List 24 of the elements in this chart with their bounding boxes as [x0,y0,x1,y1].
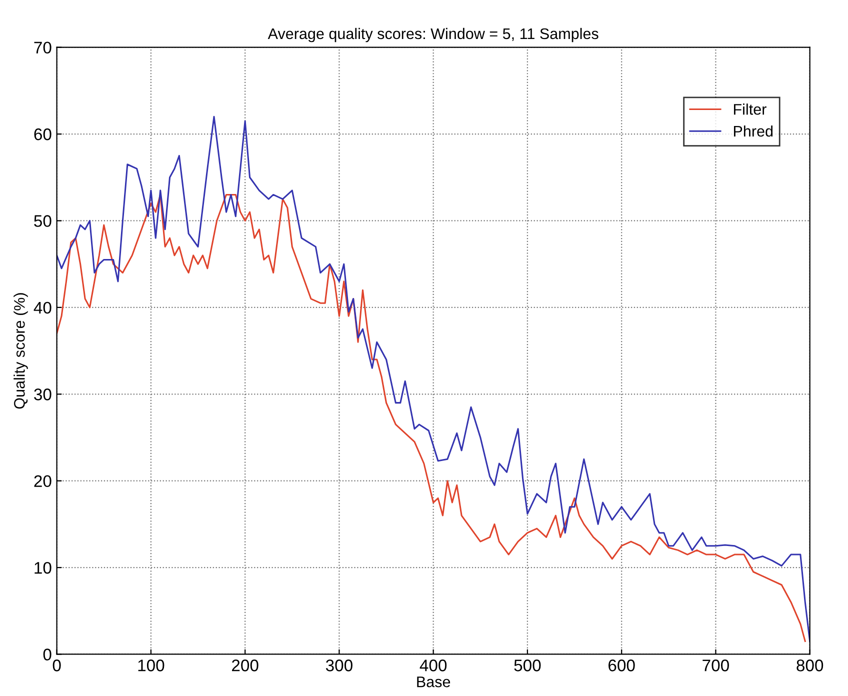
line-series [56,194,806,642]
y-tick-label: 0 [43,648,52,660]
y-tick-label: 20 [34,475,52,488]
legend-label: Phred [734,125,773,137]
x-tick-label: 200 [232,660,258,672]
legend-label: Filter [734,104,766,115]
x-tick-label: 500 [514,660,541,672]
y-tick-label: 50 [34,215,52,227]
y-tick-label: 30 [34,388,52,400]
x-tick-label: 0 [52,660,61,672]
y-tick-label: 60 [34,128,52,140]
x-tick-label: 400 [420,660,447,672]
y-tick-label: 70 [34,42,52,54]
x-axis-title: Base [417,676,450,688]
x-tick-label: 700 [702,660,729,672]
x-tick-label: 600 [608,660,635,672]
line-series [56,116,810,642]
x-tick-label: 800 [796,660,824,672]
x-tick-label: 300 [326,660,352,672]
y-tick-label: 40 [34,302,52,314]
y-tick-label: 10 [34,562,52,574]
chart-title: Average quality scores: Window = 5, 11 Samples [268,28,598,42]
y-axis-title: Quality score (%) [14,293,28,409]
x-tick-label: 100 [138,660,164,672]
